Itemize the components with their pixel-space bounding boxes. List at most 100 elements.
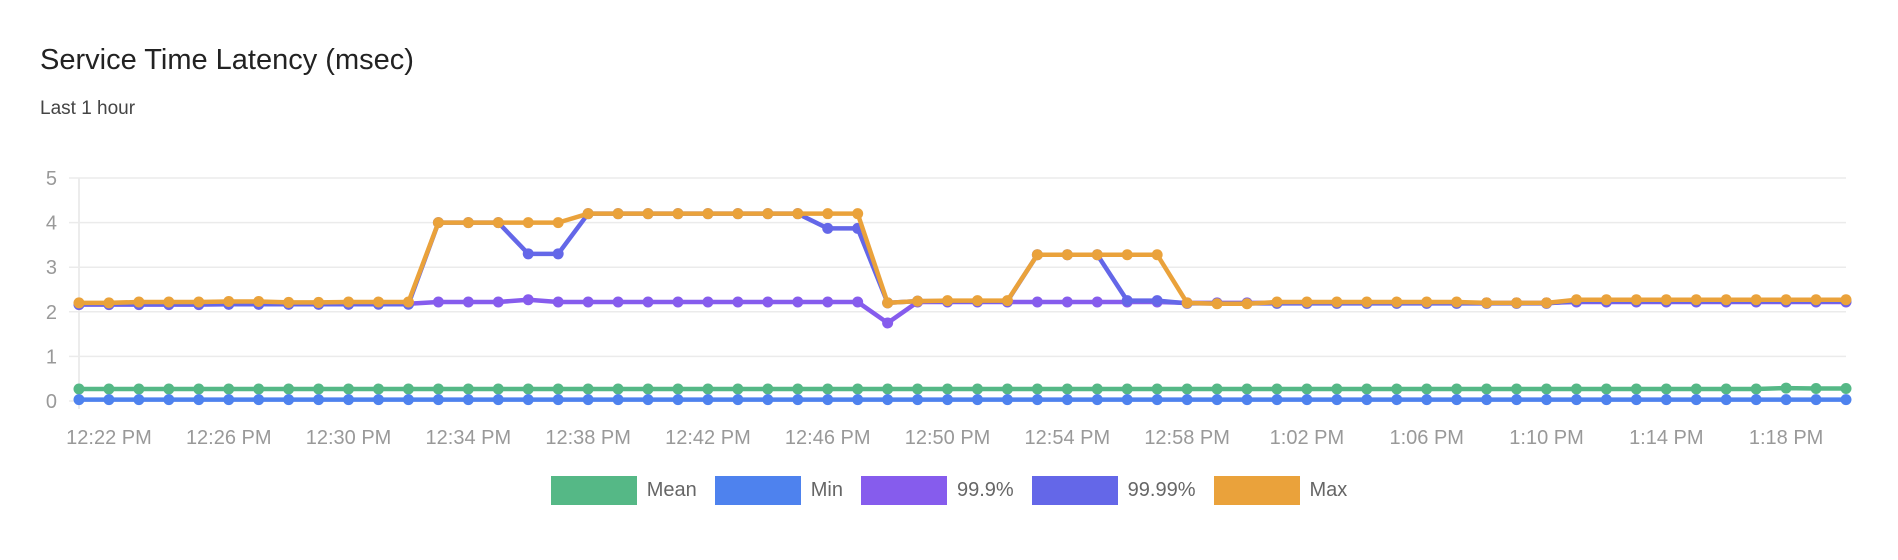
data-point <box>762 394 774 406</box>
x-tick-label: 12:34 PM <box>426 427 512 449</box>
data-point <box>1391 296 1403 308</box>
data-point <box>1091 296 1103 308</box>
data-point <box>1421 296 1433 308</box>
data-point <box>642 208 654 220</box>
legend-item-mean[interactable]: Mean <box>550 476 697 505</box>
data-point <box>1570 294 1582 306</box>
data-point <box>283 296 295 308</box>
data-point <box>1840 394 1852 406</box>
data-point <box>1001 383 1013 395</box>
data-point <box>1061 383 1073 395</box>
data-point <box>133 394 145 406</box>
data-point <box>552 248 564 260</box>
x-tick-label: 12:42 PM <box>665 427 751 449</box>
data-point <box>73 383 85 395</box>
data-point <box>762 383 774 395</box>
data-point <box>1031 383 1043 395</box>
data-point <box>522 394 534 406</box>
data-point <box>1810 383 1822 395</box>
data-point <box>912 394 924 406</box>
data-point <box>492 383 504 395</box>
data-point <box>73 394 85 406</box>
data-point <box>1301 296 1313 308</box>
data-point <box>642 394 654 406</box>
data-point <box>1211 394 1223 406</box>
data-point <box>1750 383 1762 395</box>
data-point <box>1301 394 1313 406</box>
x-tick-label: 12:38 PM <box>545 427 631 449</box>
data-point <box>1660 294 1672 306</box>
data-point <box>612 208 624 220</box>
data-point <box>882 394 894 406</box>
legend-item-99-99-[interactable]: 99.99% <box>1031 476 1196 505</box>
data-point <box>1061 394 1073 406</box>
series-line-max <box>79 211 1846 307</box>
data-point <box>163 383 175 395</box>
data-point <box>1031 296 1043 308</box>
data-point <box>1511 297 1523 309</box>
y-tick-label: 4 <box>46 213 57 235</box>
legend-swatch <box>860 476 947 505</box>
data-point <box>1091 394 1103 406</box>
data-point <box>792 394 804 406</box>
data-point <box>702 383 714 395</box>
data-point <box>912 383 924 395</box>
data-point <box>1600 294 1612 306</box>
data-point <box>1061 249 1073 261</box>
data-point <box>1151 295 1163 307</box>
data-point <box>223 383 235 395</box>
data-point <box>852 394 864 406</box>
data-point <box>1481 297 1493 309</box>
data-point <box>1570 383 1582 395</box>
data-point <box>1271 383 1283 395</box>
data-point <box>522 383 534 395</box>
data-point <box>1181 394 1193 406</box>
data-point <box>552 383 564 395</box>
data-point <box>1481 394 1493 406</box>
data-point <box>1451 394 1463 406</box>
data-point <box>283 394 295 406</box>
x-tick-label: 12:54 PM <box>1025 427 1111 449</box>
data-point <box>432 217 444 229</box>
data-point <box>1151 394 1163 406</box>
y-tick-label: 0 <box>46 391 57 413</box>
data-point <box>822 394 834 406</box>
data-point <box>1001 394 1013 406</box>
data-point <box>1151 383 1163 395</box>
y-tick-label: 5 <box>46 168 57 190</box>
data-point <box>942 383 954 395</box>
data-point <box>1690 383 1702 395</box>
data-point <box>672 383 684 395</box>
data-point <box>313 383 325 395</box>
data-point <box>372 296 384 308</box>
data-point <box>642 296 654 308</box>
data-point <box>402 383 414 395</box>
data-point <box>492 296 504 308</box>
data-point <box>1451 296 1463 308</box>
legend-label: Min <box>810 479 843 501</box>
data-point <box>1780 394 1792 406</box>
data-point <box>912 295 924 307</box>
chart-subtitle: Last 1 hour <box>40 98 136 119</box>
legend-swatch <box>714 476 801 505</box>
data-point <box>343 394 355 406</box>
data-point <box>732 394 744 406</box>
data-point <box>1211 383 1223 395</box>
data-point <box>402 296 414 308</box>
series-line-99-99- <box>79 211 1846 307</box>
data-point <box>582 208 594 220</box>
latency-line-chart: 0 1 2 3 4 5 12:22 PM 12:26 PM 12:30 PM 12:34 PM 12… <box>46 168 1852 449</box>
legend-item-max[interactable]: Max <box>1213 476 1347 505</box>
data-point <box>1331 383 1343 395</box>
data-point <box>792 208 804 220</box>
data-point <box>462 296 474 308</box>
legend-swatch <box>1031 476 1118 505</box>
data-point <box>1780 294 1792 306</box>
legend-item-min[interactable]: Min <box>714 476 843 505</box>
data-point <box>942 394 954 406</box>
legend-item-99-9-[interactable]: 99.9% <box>860 476 1014 505</box>
data-point <box>103 297 115 309</box>
data-point <box>223 394 235 406</box>
data-point <box>1001 295 1013 307</box>
data-point <box>432 296 444 308</box>
